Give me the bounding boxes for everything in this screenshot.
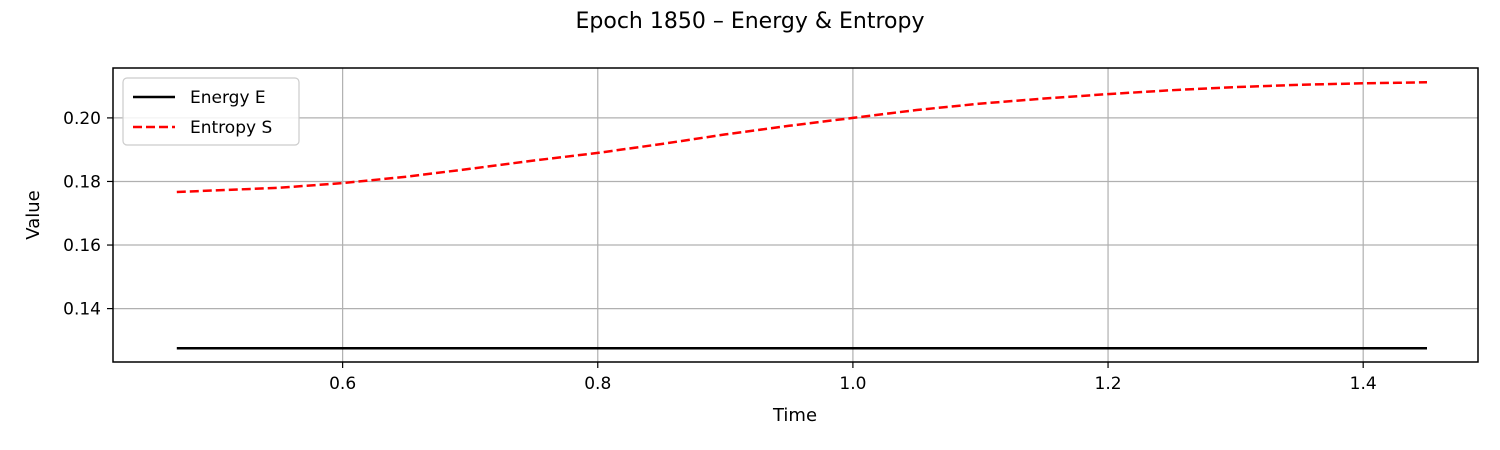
- x-tick-label: 0.6: [329, 374, 356, 394]
- legend: Energy E Entropy S: [122, 77, 300, 146]
- x-tick-label: 1.2: [1095, 374, 1122, 394]
- x-axis-label: Time: [772, 405, 817, 426]
- chart-title: Epoch 1850 – Energy & Entropy: [576, 9, 925, 34]
- y-axis-label: Value: [23, 190, 44, 239]
- grid: [113, 68, 1478, 362]
- series-layer: [176, 81, 1428, 350]
- x-tick-label: 1.4: [1350, 374, 1377, 394]
- y-tick-label: 0.20: [63, 109, 101, 129]
- legend-label: Entropy S: [190, 118, 272, 138]
- x-tick-label: 0.8: [584, 374, 611, 394]
- legend-label: Energy E: [190, 88, 266, 108]
- y-tick-label: 0.16: [63, 236, 101, 256]
- series-line-entropy-s: [176, 81, 1428, 194]
- y-tick-label: 0.14: [63, 300, 101, 320]
- x-tick-label: 1.0: [839, 374, 866, 394]
- y-tick-label: 0.18: [63, 172, 101, 192]
- plot-frame: [112, 67, 1479, 363]
- ticks: 0.6 0.8 1.0 1.2 1.4 0.14 0.16 0.18 0.20: [63, 109, 1377, 394]
